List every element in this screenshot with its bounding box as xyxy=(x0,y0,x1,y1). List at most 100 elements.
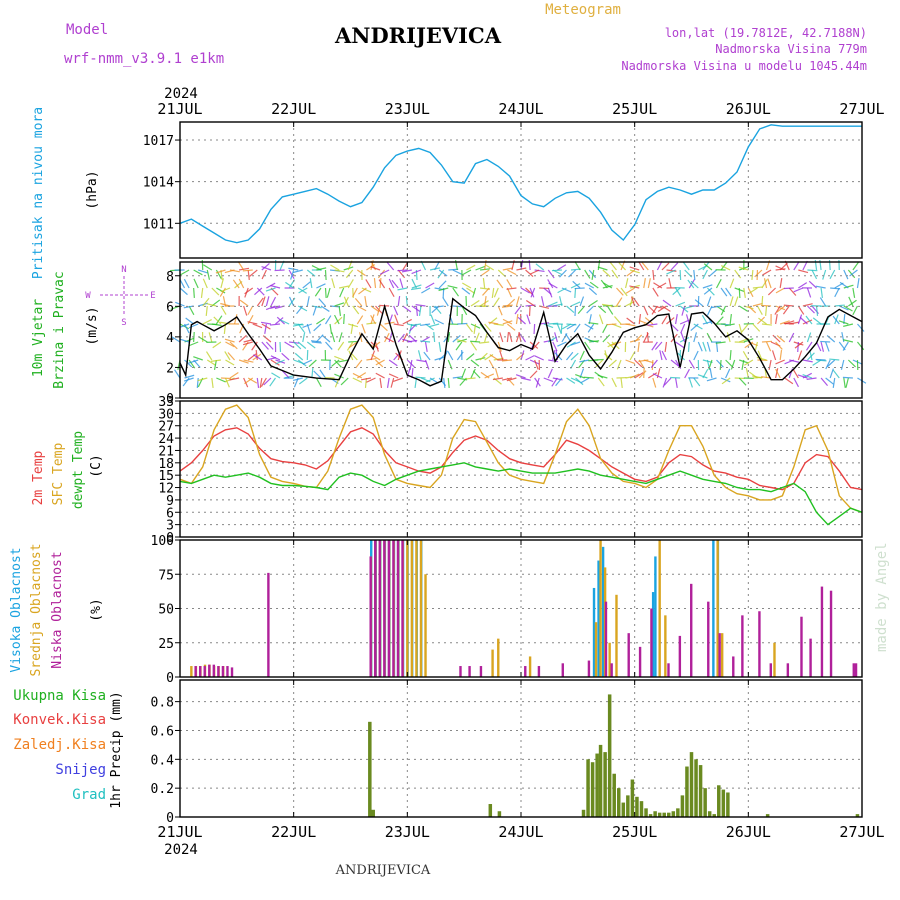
wind-arrow xyxy=(802,373,813,379)
wind-arrow xyxy=(797,374,808,379)
temp2m-ylabel: 2m Temp xyxy=(31,450,46,505)
wind-arrow xyxy=(793,261,800,271)
wind-arrow xyxy=(313,370,322,379)
wind-arrow xyxy=(847,359,856,368)
wind-arrow xyxy=(525,269,534,278)
wind-arrow xyxy=(225,341,235,348)
wind-arrow xyxy=(820,341,825,352)
wind-arrow xyxy=(626,317,636,325)
wind-arrow xyxy=(533,323,536,335)
wind-arrow xyxy=(343,313,345,325)
bar-precip xyxy=(855,814,860,817)
wind-arrow xyxy=(606,305,614,315)
wind-arrow xyxy=(829,368,834,379)
ytick-label: 4 xyxy=(166,331,174,346)
footer-station: ANDRIJEVICA xyxy=(335,863,431,878)
wind-arrow xyxy=(608,359,617,367)
wind-arrow xyxy=(329,323,333,334)
wind-arrow xyxy=(193,278,199,289)
wind-arrow xyxy=(825,341,830,352)
wind-arrow xyxy=(259,377,263,388)
wind-arrow xyxy=(415,376,426,379)
wind-arrow xyxy=(180,269,190,276)
wind-arrow xyxy=(265,287,276,292)
wind-arrow xyxy=(819,297,827,307)
bar-clouds xyxy=(230,667,234,677)
wind-arrow xyxy=(338,305,342,316)
panel-frame xyxy=(179,679,863,818)
wind-arrow xyxy=(768,359,772,370)
wind-arrow xyxy=(311,265,322,271)
wind-arrow xyxy=(394,314,399,325)
wind-arrow xyxy=(334,355,344,361)
wind-arrow xyxy=(205,351,213,361)
wind-arrow xyxy=(491,287,495,298)
wind-arrow xyxy=(232,279,240,289)
wind-arrow xyxy=(402,318,412,325)
wind-arrow xyxy=(551,377,558,387)
wind-arrow xyxy=(229,371,239,379)
wind-arrow xyxy=(788,287,797,296)
wind-arrow xyxy=(196,377,199,389)
wind-arrow xyxy=(652,269,655,281)
wind-arrow xyxy=(588,322,599,325)
wind-arrow xyxy=(566,377,576,384)
wind-arrow xyxy=(411,278,417,289)
wind-arrow xyxy=(379,277,382,289)
wind-arrow xyxy=(638,261,645,271)
wind-arrow xyxy=(384,332,390,343)
bar-clouds xyxy=(524,666,527,677)
bar-precip xyxy=(617,788,621,817)
wind-arrow xyxy=(797,341,799,353)
wind-arrow xyxy=(839,281,849,289)
bar-clouds xyxy=(601,546,605,677)
wind-arrow xyxy=(716,359,724,368)
wind-arrow xyxy=(212,341,222,349)
wind-arrow xyxy=(852,261,860,271)
bar-precip xyxy=(371,809,375,817)
wind-arrow xyxy=(763,278,768,289)
bar-precip xyxy=(630,779,635,817)
bar-clouds xyxy=(479,666,483,677)
panel-frame xyxy=(179,400,863,538)
wind-arrow xyxy=(443,377,446,389)
bar-clouds xyxy=(658,540,661,677)
wind-arrow xyxy=(624,278,629,289)
wind-arrow xyxy=(274,269,285,272)
bar-clouds xyxy=(712,540,715,677)
ytick-label: 0 xyxy=(166,671,174,686)
wind-arrow xyxy=(535,263,545,271)
wind-arrow xyxy=(802,303,813,307)
wind-arrow xyxy=(666,269,677,272)
wind-arrow xyxy=(706,296,712,307)
wind-arrow xyxy=(261,341,269,350)
bar-clouds xyxy=(587,660,591,677)
wind-arrow xyxy=(805,315,813,325)
bar-clouds xyxy=(664,615,667,677)
bar-clouds xyxy=(208,664,211,677)
wind-arrow xyxy=(391,279,399,289)
wind-arrow xyxy=(465,377,476,380)
ytick-label: 50 xyxy=(158,603,174,618)
wind-arrow xyxy=(547,269,555,279)
wind-arrow xyxy=(470,341,478,351)
bar-clouds xyxy=(387,540,391,677)
wind-arrow xyxy=(638,314,642,325)
wind-arrow xyxy=(548,282,558,289)
wind-arrow xyxy=(315,377,322,388)
wind-arrow xyxy=(529,370,538,379)
wind-arrow xyxy=(260,377,267,387)
wind-arrow xyxy=(244,287,254,295)
wind-arrow xyxy=(776,335,786,343)
wind-arrow xyxy=(647,278,651,289)
ytick-label: 100 xyxy=(151,534,174,549)
wind-arrow xyxy=(261,263,270,271)
wind-arrow xyxy=(793,377,800,388)
wind-arrow xyxy=(651,305,658,315)
wind-arrow xyxy=(472,370,481,379)
wind-arrow xyxy=(620,377,623,388)
bar-clouds xyxy=(415,540,418,677)
wind-arrow xyxy=(514,305,522,315)
wind-arrow xyxy=(687,341,690,353)
wind-arrow xyxy=(670,262,679,271)
